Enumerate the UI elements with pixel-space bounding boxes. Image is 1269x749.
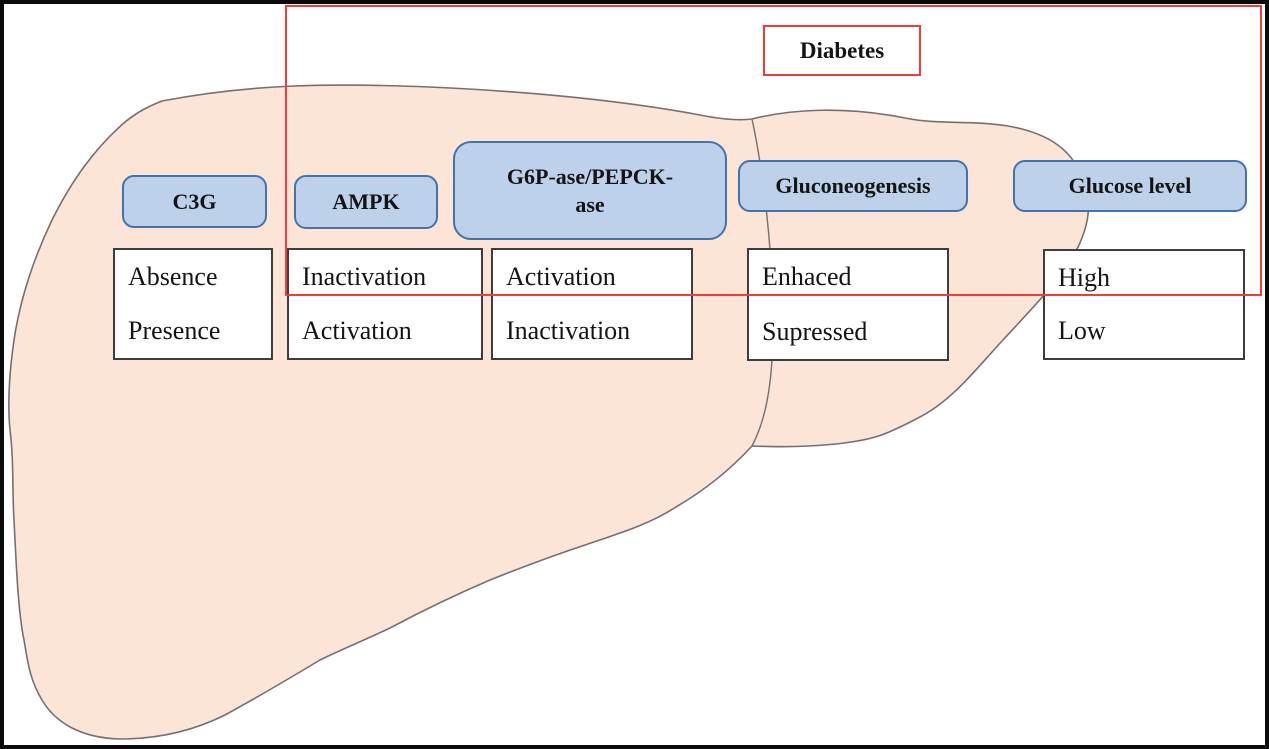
gluconeogenesis-button: Gluconeogenesis <box>738 160 968 212</box>
glucose-level-values-box: High Low <box>1043 249 1245 360</box>
c3g-button: C3G <box>122 175 267 228</box>
diabetes-label: Diabetes <box>799 37 885 63</box>
g6p-pepck-value-row-2: Inactivation <box>506 316 631 345</box>
ampk-value-row-1: Inactivation <box>302 262 427 291</box>
c3g-value-row-1: Absence <box>128 262 218 291</box>
glucose-level-button: Glucose level <box>1013 160 1247 212</box>
g6p-pepck-button-label-line2: ase <box>575 191 605 217</box>
g6p-pepck-button: G6P-ase/PEPCK- ase <box>453 141 727 240</box>
glucose-level-button-label: Glucose level <box>1068 173 1192 199</box>
c3g-button-label: C3G <box>172 188 217 214</box>
glucose-level-value-row-1: High <box>1058 262 1110 292</box>
g6p-pepck-values-box: Activation Inactivation <box>491 248 693 360</box>
ampk-value-row-2: Activation <box>302 316 412 345</box>
ampk-button-label: AMPK <box>332 189 400 215</box>
ampk-values-box: Inactivation Activation <box>287 248 483 360</box>
c3g-value-row-2: Presence <box>128 316 221 345</box>
gluconeogenesis-values-box: Enhaced Supressed <box>747 248 949 361</box>
gluconeogenesis-button-label: Gluconeogenesis <box>775 173 931 199</box>
ampk-button: AMPK <box>294 175 438 229</box>
g6p-pepck-value-row-1: Activation <box>506 262 616 291</box>
diabetes-label-box: Diabetes <box>763 25 921 76</box>
c3g-values-box: Absence Presence <box>113 248 273 360</box>
gluconeogenesis-value-row-1: Enhaced <box>762 262 852 292</box>
gluconeogenesis-value-row-2: Supressed <box>762 316 868 346</box>
g6p-pepck-button-label-line1: G6P-ase/PEPCK- <box>506 164 674 189</box>
glucose-level-value-row-2: Low <box>1058 316 1106 346</box>
